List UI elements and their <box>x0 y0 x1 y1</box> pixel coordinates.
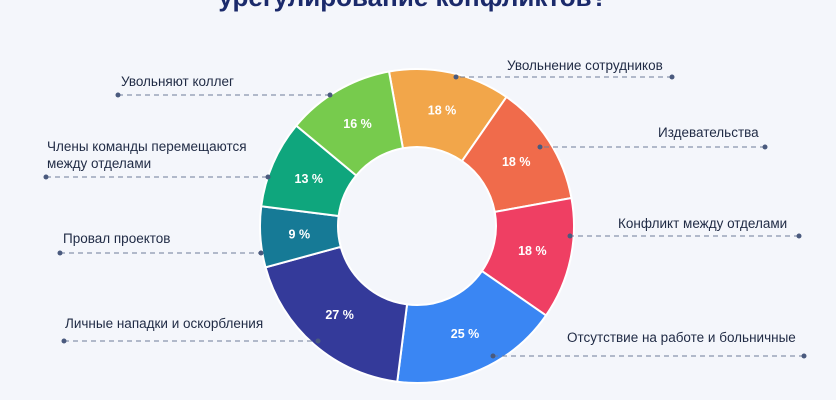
slice-category-label: Отсутствие на работе и больничные <box>567 330 796 345</box>
slice-percent-label: 18 % <box>502 155 531 169</box>
leader-dot <box>537 144 543 150</box>
pie-slice <box>396 269 548 384</box>
slice-category-label: Провал проектов <box>63 231 170 246</box>
chart-title: урегулирование конфликтов?* <box>0 0 836 13</box>
leader-dot <box>315 338 321 344</box>
slice-percent-label: 13 % <box>295 172 324 186</box>
leader-dot <box>801 353 807 359</box>
leader-dot <box>61 338 67 344</box>
leader-dot <box>453 74 459 80</box>
leader-dot <box>265 174 271 180</box>
slice-percent-label: 9 % <box>289 227 311 241</box>
leader-dot <box>490 353 496 359</box>
slice-category-label: Увольняют коллег <box>121 74 234 89</box>
slice-percent-label: 18 % <box>428 104 457 118</box>
leader-dot <box>567 233 573 239</box>
slice-percent-label: 27 % <box>325 308 354 322</box>
pie-slice <box>264 245 409 383</box>
leader-dot <box>762 144 768 150</box>
slice-category-label: Члены команды перемещаются между отделами <box>47 139 247 171</box>
leader-dot <box>115 92 121 98</box>
pie-slice <box>294 70 405 177</box>
leader-dot <box>327 92 333 98</box>
leader-dot <box>669 74 675 80</box>
slice-category-label: Издевательства <box>658 125 759 140</box>
leader-dot <box>43 174 49 180</box>
leader-dot <box>796 233 802 239</box>
slice-category-label: Конфликт между отделами <box>618 216 787 231</box>
slice-category-label: Личные нападки и оскорбления <box>65 316 263 331</box>
slice-percent-label: 18 % <box>518 244 547 258</box>
slice-percent-label: 25 % <box>451 327 480 341</box>
slice-category-label: Увольнение сотрудников <box>507 58 663 73</box>
leader-dot <box>258 250 264 256</box>
leader-dot <box>57 250 63 256</box>
slice-percent-label: 16 % <box>343 117 372 131</box>
